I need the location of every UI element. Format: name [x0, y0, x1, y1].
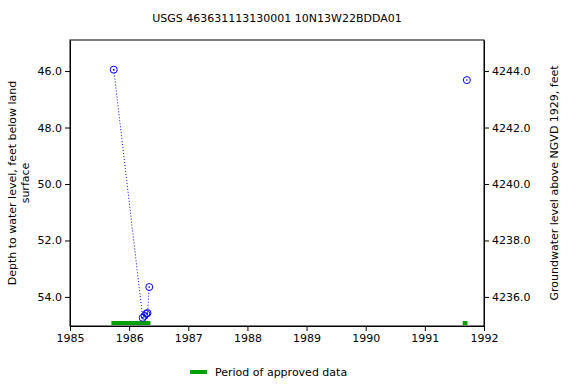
tick-mark	[307, 326, 308, 331]
tick: 48.0	[38, 122, 71, 135]
tick-label: 1991	[411, 332, 439, 345]
tick-label: 1989	[293, 332, 321, 345]
tick-label: 1992	[471, 332, 499, 345]
legend-swatch	[190, 370, 207, 374]
tick: 1989	[293, 326, 321, 345]
tick-mark	[65, 240, 70, 241]
tick-mark	[70, 326, 71, 331]
tick-mark	[129, 326, 130, 331]
tick: 46.0	[38, 65, 71, 78]
x-axis: 1985 1986 1987 1988 1989 1990 1991 1992	[57, 326, 499, 345]
tick-mark	[484, 184, 489, 185]
data-point	[110, 66, 117, 73]
tick-label: 1985	[57, 332, 85, 345]
legend-label: Period of approved data	[215, 366, 347, 379]
title: USGS 463631113130001 10N13W22BDDA01	[152, 12, 401, 25]
tick: 50.0	[38, 178, 71, 191]
approved-period	[463, 321, 468, 325]
tick-mark	[484, 128, 489, 129]
tick-label: 4238.0	[492, 234, 531, 247]
tick: 4238.0	[484, 234, 531, 247]
tick-mark	[484, 326, 485, 331]
tick-mark	[425, 326, 426, 331]
tick: 1986	[116, 326, 144, 345]
tick: 54.0	[38, 291, 71, 304]
tick: 4240.0	[484, 178, 531, 191]
tick-label: 1988	[234, 332, 262, 345]
tick: 4244.0	[484, 65, 531, 78]
tick-label: 52.0	[38, 234, 63, 247]
tick-label: 1987	[175, 332, 203, 345]
data-point-center	[147, 312, 149, 314]
tick: 1992	[471, 326, 499, 345]
data-point-center	[113, 69, 115, 71]
tick-mark	[65, 297, 70, 298]
legend: Period of approved data	[190, 366, 347, 379]
tick-label: 4240.0	[492, 178, 531, 191]
tick: 4242.0	[484, 122, 531, 135]
tick: 4236.0	[484, 291, 531, 304]
tick-mark	[65, 71, 70, 72]
tick: 52.0	[38, 234, 71, 247]
tick-mark	[366, 326, 367, 331]
tick-mark	[484, 240, 489, 241]
chart: USGS 463631113130001 10N13W22BDDA0119851…	[0, 0, 576, 384]
tick-label: 4236.0	[492, 291, 531, 304]
plot-area	[110, 66, 470, 325]
y-axis-title: Depth to water level, feet below landsur…	[6, 81, 32, 286]
data-point-center	[148, 286, 150, 288]
tick-mark	[484, 71, 489, 72]
tick-label: 4242.0	[492, 122, 531, 135]
tick-label: 48.0	[38, 122, 63, 135]
tick-mark	[65, 184, 70, 185]
tick-label: 1986	[116, 332, 144, 345]
tick-label: 1990	[352, 332, 380, 345]
plot-frame	[70, 40, 484, 326]
series-line	[114, 70, 467, 318]
tick: 1988	[234, 326, 262, 345]
tick: 1985	[57, 326, 85, 345]
data-point	[146, 284, 153, 291]
tick-mark	[65, 128, 70, 129]
data-point-center	[466, 79, 468, 81]
data-point	[141, 312, 148, 319]
tick: 1990	[352, 326, 380, 345]
data-point	[463, 77, 470, 84]
y2-axis-title: Groundwater level above NGVD 1929, feet	[548, 65, 561, 301]
tick-mark	[188, 326, 189, 331]
y2-axis: 4236.0 4238.0 4240.0 4242.0 4244.0	[484, 41, 531, 327]
tick-label: 50.0	[38, 178, 63, 191]
tick-mark	[484, 297, 489, 298]
y-axis: 46.0 48.0 50.0 52.0 54.0	[38, 41, 71, 327]
tick-label: 4244.0	[492, 65, 531, 78]
tick: 1987	[175, 326, 203, 345]
approved-period	[111, 321, 150, 325]
data-point	[144, 310, 151, 317]
tick-mark	[247, 326, 248, 331]
tick-label: 54.0	[38, 291, 63, 304]
tick: 1991	[411, 326, 439, 345]
tick-label: 46.0	[38, 65, 63, 78]
